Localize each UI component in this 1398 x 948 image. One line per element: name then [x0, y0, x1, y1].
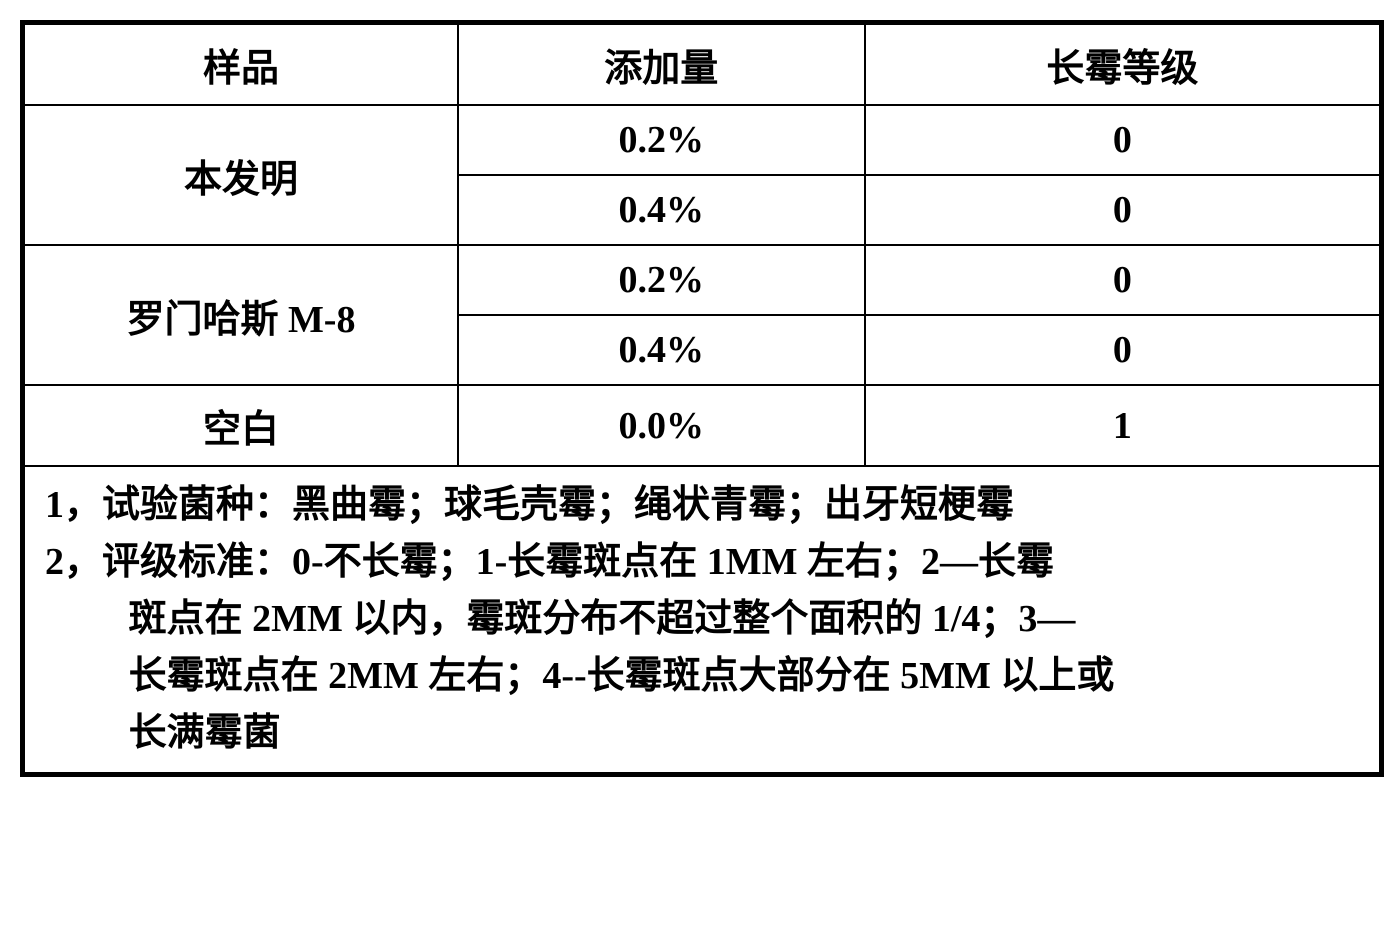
cell-amount: 0.0%	[458, 385, 865, 466]
mold-test-table: 样品 添加量 长霉等级 本发明 0.2% 0 0.4% 0 罗门哈斯 M-8 0…	[23, 23, 1381, 774]
cell-grade: 0	[865, 245, 1380, 315]
table-row: 罗门哈斯 M-8 0.2% 0	[24, 245, 1380, 315]
footer-row: 1，试验菌种：黑曲霉；球毛壳霉；绳状青霉；出牙短梗霉 2，评级标准：0-不长霉；…	[24, 466, 1380, 773]
table-row: 本发明 0.2% 0	[24, 105, 1380, 175]
cell-amount: 0.4%	[458, 315, 865, 385]
footer-line-2b: 斑点在 2MM 以内，霉斑分布不超过整个面积的 1/4；3—	[45, 591, 1359, 648]
cell-amount: 0.2%	[458, 245, 865, 315]
cell-sample: 本发明	[24, 105, 458, 245]
footer-line-2d: 长满霉菌	[45, 705, 1359, 762]
header-grade: 长霉等级	[865, 24, 1380, 105]
footer-line-2c: 长霉斑点在 2MM 左右；4--长霉斑点大部分在 5MM 以上或	[45, 648, 1359, 705]
cell-grade: 0	[865, 175, 1380, 245]
header-sample: 样品	[24, 24, 458, 105]
header-row: 样品 添加量 长霉等级	[24, 24, 1380, 105]
cell-grade: 0	[865, 105, 1380, 175]
cell-amount: 0.2%	[458, 105, 865, 175]
cell-grade: 0	[865, 315, 1380, 385]
cell-amount: 0.4%	[458, 175, 865, 245]
cell-sample: 空白	[24, 385, 458, 466]
footer-line-2a: 2，评级标准：0-不长霉；1-长霉斑点在 1MM 左右；2—长霉	[45, 534, 1359, 591]
cell-grade: 1	[865, 385, 1380, 466]
table-row: 空白 0.0% 1	[24, 385, 1380, 466]
data-table-container: 样品 添加量 长霉等级 本发明 0.2% 0 0.4% 0 罗门哈斯 M-8 0…	[20, 20, 1384, 777]
header-amount: 添加量	[458, 24, 865, 105]
footer-notes: 1，试验菌种：黑曲霉；球毛壳霉；绳状青霉；出牙短梗霉 2，评级标准：0-不长霉；…	[24, 466, 1380, 773]
cell-sample: 罗门哈斯 M-8	[24, 245, 458, 385]
footer-line-1: 1，试验菌种：黑曲霉；球毛壳霉；绳状青霉；出牙短梗霉	[45, 477, 1359, 534]
